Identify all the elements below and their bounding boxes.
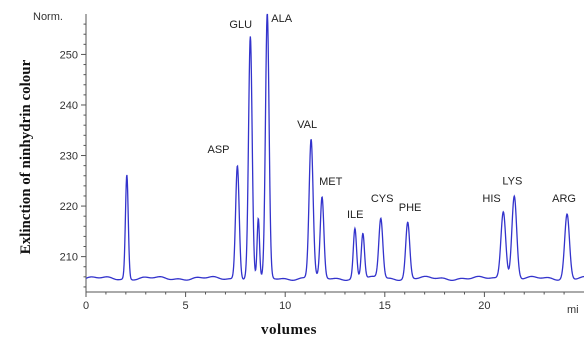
- peak-label-arg: ARG: [552, 193, 576, 205]
- x-unit-label: mi: [567, 304, 579, 316]
- x-tick-label: 0: [83, 300, 89, 312]
- ticks: 210 220 230 240 250 0 5 10 15 20: [60, 23, 565, 312]
- chromatogram-trace: [85, 13, 584, 282]
- x-tick-label: 5: [183, 300, 189, 312]
- peak-label-lys: LYS: [502, 175, 522, 187]
- y-axis-label: Exlinction of ninhydrin colour: [18, 59, 34, 254]
- y-unit-label: Norm.: [33, 11, 63, 23]
- peak-label-his: HIS: [482, 193, 500, 205]
- x-tick-label: 15: [379, 300, 391, 312]
- y-tick-label: 240: [60, 100, 78, 112]
- y-tick-label: 210: [60, 252, 78, 264]
- x-axis-label: volumes: [261, 322, 317, 338]
- peak-label-phe: PHE: [399, 202, 422, 214]
- y-tick-label: 230: [60, 151, 78, 163]
- y-tick-label: 220: [60, 201, 78, 213]
- peak-label-met: MET: [319, 176, 343, 188]
- axes: [85, 14, 584, 293]
- peak-label-asp: ASP: [208, 144, 230, 156]
- peak-label-ile: ILE: [347, 209, 364, 221]
- peak-label-ala: ALA: [271, 13, 292, 25]
- x-tick-label: 10: [279, 300, 291, 312]
- x-tick-label: 20: [478, 300, 490, 312]
- peak-label-cys: CYS: [371, 193, 394, 205]
- y-tick-label: 250: [60, 49, 78, 61]
- peak-label-glu: GLU: [229, 19, 252, 31]
- peak-label-val: VAL: [297, 119, 317, 131]
